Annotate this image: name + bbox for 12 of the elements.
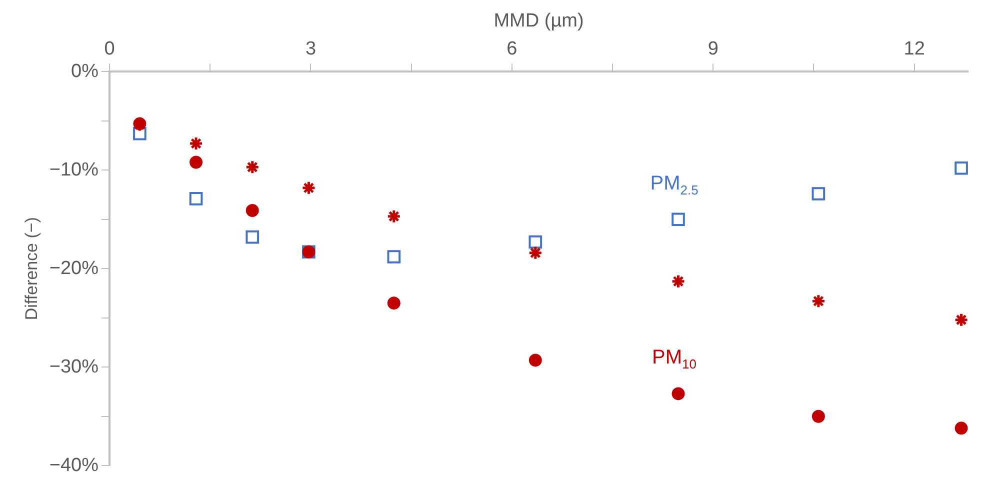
- y-tick-label: −40%: [49, 454, 99, 476]
- y-tick-label: 0%: [71, 60, 99, 82]
- y-axis-title: Difference (−): [22, 217, 41, 320]
- x-tick-label: 9: [708, 38, 718, 60]
- x-tick-label: 12: [904, 38, 925, 60]
- x-tick-label: 0: [104, 38, 115, 60]
- y-tick-label: −10%: [49, 159, 99, 180]
- x-tick-label: 6: [506, 38, 518, 60]
- y-tick-label: −20%: [49, 258, 99, 279]
- x-axis-title: MMD (µm): [494, 10, 584, 32]
- y-tick-label: −30%: [49, 356, 99, 378]
- x-tick-label: 3: [305, 38, 316, 60]
